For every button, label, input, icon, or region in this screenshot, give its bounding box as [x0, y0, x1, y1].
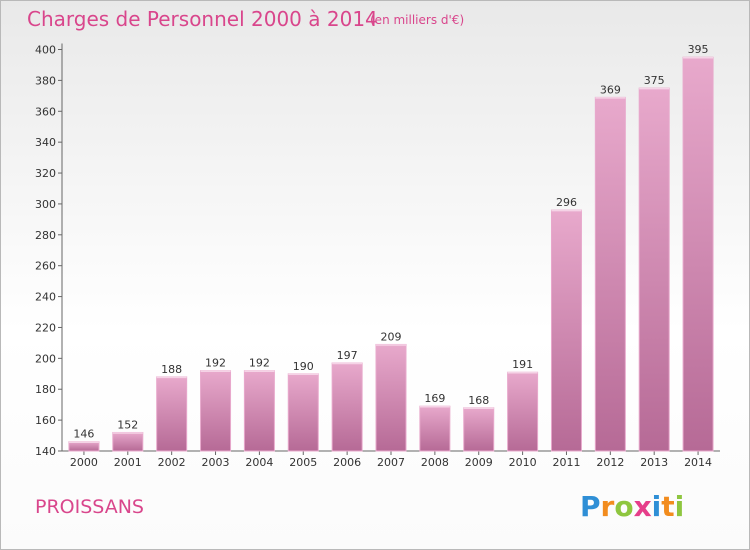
brand-letter: r [601, 490, 615, 523]
bar-2006 [331, 362, 363, 452]
bar-2007 [375, 343, 407, 452]
brand-letter: i [675, 490, 685, 523]
x-tick-label: 2001 [114, 456, 142, 469]
commune-name: PROISSANS [35, 496, 144, 518]
y-tick-label: 180 [35, 383, 56, 396]
brand-letter: o [614, 490, 633, 523]
bar-2003 [200, 370, 232, 452]
data-label-2013: 375 [644, 74, 665, 87]
data-label-2001: 152 [117, 418, 138, 431]
data-label-2002: 188 [161, 363, 182, 376]
bar-2014 [682, 56, 714, 452]
brand-letter: P [580, 490, 601, 523]
data-label-2005: 190 [293, 360, 314, 373]
y-tick-label: 160 [35, 414, 56, 427]
data-label-2004: 192 [249, 357, 270, 370]
chart-title: Charges de Personnel 2000 à 2014 [27, 7, 378, 31]
bar-2009 [463, 407, 495, 452]
y-tick-label: 320 [35, 167, 56, 180]
y-tick-label: 240 [35, 291, 56, 304]
data-label-2008: 169 [424, 392, 445, 405]
x-tick-label: 2008 [421, 456, 449, 469]
x-tick-label: 2009 [465, 456, 493, 469]
data-label-2003: 192 [205, 357, 226, 370]
bar-2010 [507, 371, 539, 452]
x-tick-label: 2006 [333, 456, 361, 469]
x-tick-label: 2003 [202, 456, 230, 469]
y-tick-label: 140 [35, 445, 56, 458]
x-tick-label: 2000 [70, 456, 98, 469]
bar-2011 [550, 209, 582, 452]
x-tick-label: 2011 [552, 456, 580, 469]
data-label-2000: 146 [73, 428, 94, 441]
bar-2000 [68, 441, 100, 452]
x-tick-label: 2014 [684, 456, 712, 469]
x-tick-label: 2004 [245, 456, 273, 469]
bar-2013 [638, 87, 670, 452]
bar-2004 [243, 370, 275, 452]
bar-2005 [287, 373, 319, 452]
brand-logo: Proxiti [580, 490, 684, 523]
bar-2008 [419, 405, 451, 452]
data-label-2014: 395 [688, 43, 709, 56]
y-tick-label: 340 [35, 136, 56, 149]
x-tick-label: 2005 [289, 456, 317, 469]
y-tick-label: 220 [35, 321, 56, 334]
axes: 140 160 180 200 220 240 260 280 300 320 340 360 380 4… [35, 43, 720, 469]
brand-letter: t [661, 490, 674, 523]
y-tick-label: 280 [35, 229, 56, 242]
data-label-2009: 168 [468, 394, 489, 407]
x-tick-label: 2010 [509, 456, 537, 469]
y-tick-label: 200 [35, 352, 56, 365]
y-tick-label: 360 [35, 105, 56, 118]
chart-unit: (en milliers d'€) [370, 13, 464, 27]
bar-2012 [594, 96, 626, 452]
data-label-2011: 296 [556, 196, 577, 209]
data-label-2010: 191 [512, 358, 533, 371]
data-label-2012: 369 [600, 83, 621, 96]
bars: 146 152 188 192 192 190 197 209 169 168 191 296 369 3… [68, 43, 714, 452]
y-tick-label: 400 [35, 44, 56, 57]
data-label-2006: 197 [337, 349, 358, 362]
brand-letter: x [634, 490, 652, 523]
data-label-2007: 209 [381, 330, 402, 343]
y-tick-label: 260 [35, 260, 56, 273]
y-tick-label: 380 [35, 74, 56, 87]
bar-2001 [112, 431, 144, 452]
y-tick-label: 300 [35, 198, 56, 211]
x-tick-label: 2012 [596, 456, 624, 469]
bar-2002 [156, 376, 188, 452]
x-tick-label: 2002 [158, 456, 186, 469]
brand-letter: i [652, 490, 662, 523]
x-tick-label: 2013 [640, 456, 668, 469]
x-tick-label: 2007 [377, 456, 405, 469]
